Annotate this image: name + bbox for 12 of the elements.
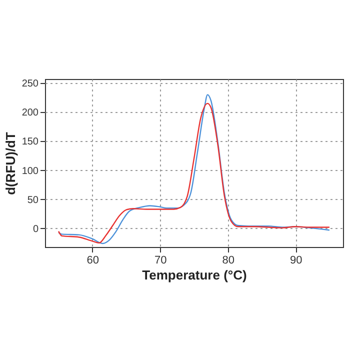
y-tick-label: 0	[32, 224, 39, 235]
y-axis-title: d(RFU)/dT	[2, 132, 18, 195]
y-tick-label: 100	[22, 166, 39, 177]
x-tick-label: 70	[154, 254, 167, 266]
x-tick-label: 60	[86, 254, 100, 266]
x-tick-label: 90	[290, 254, 302, 266]
x-tick-label: 80	[222, 254, 234, 266]
y-tick-label: 150	[22, 136, 39, 148]
x-axis-title: Temperature (°C)	[142, 268, 247, 282]
y-tick-label: 200	[22, 108, 39, 119]
y-tick-label: 250	[22, 78, 39, 90]
y-tick-label: 50	[27, 194, 39, 206]
